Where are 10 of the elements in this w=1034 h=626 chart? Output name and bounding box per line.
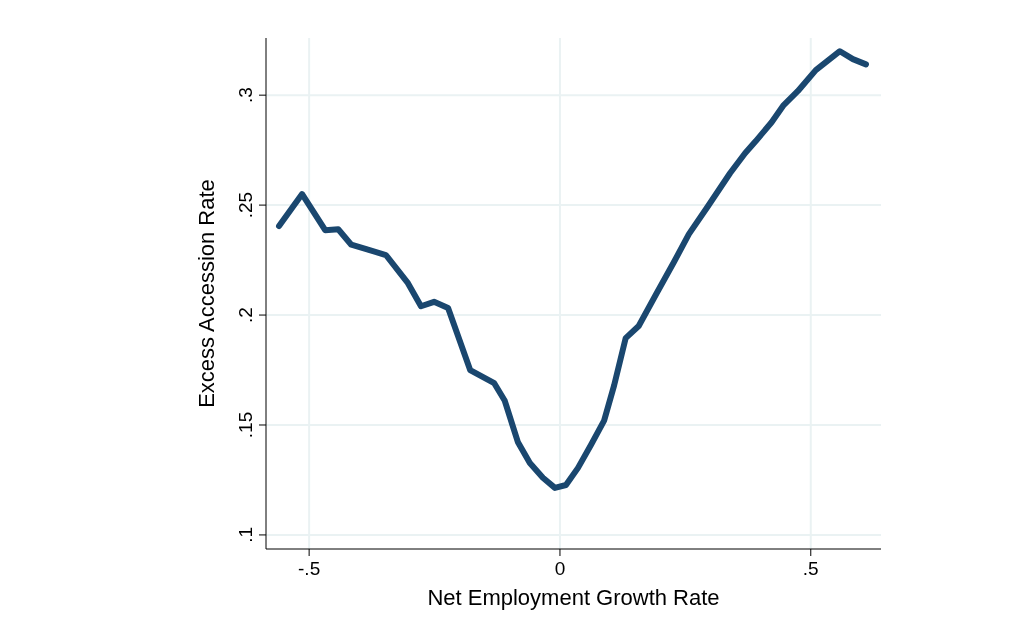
y-axis-title: Excess Accession Rate (194, 179, 219, 408)
y-tick-label: .3 (235, 87, 256, 104)
y-tick-label: .1 (235, 527, 256, 543)
x-tick-label: -.5 (298, 558, 321, 579)
y-tick-label: .25 (235, 191, 256, 219)
x-tick-label: .5 (802, 558, 819, 579)
x-tick-label: 0 (554, 558, 566, 579)
x-axis-title: Net Employment Growth Rate (427, 585, 720, 610)
y-tick-label: .2 (235, 307, 256, 323)
y-tick-label: .15 (235, 411, 256, 439)
